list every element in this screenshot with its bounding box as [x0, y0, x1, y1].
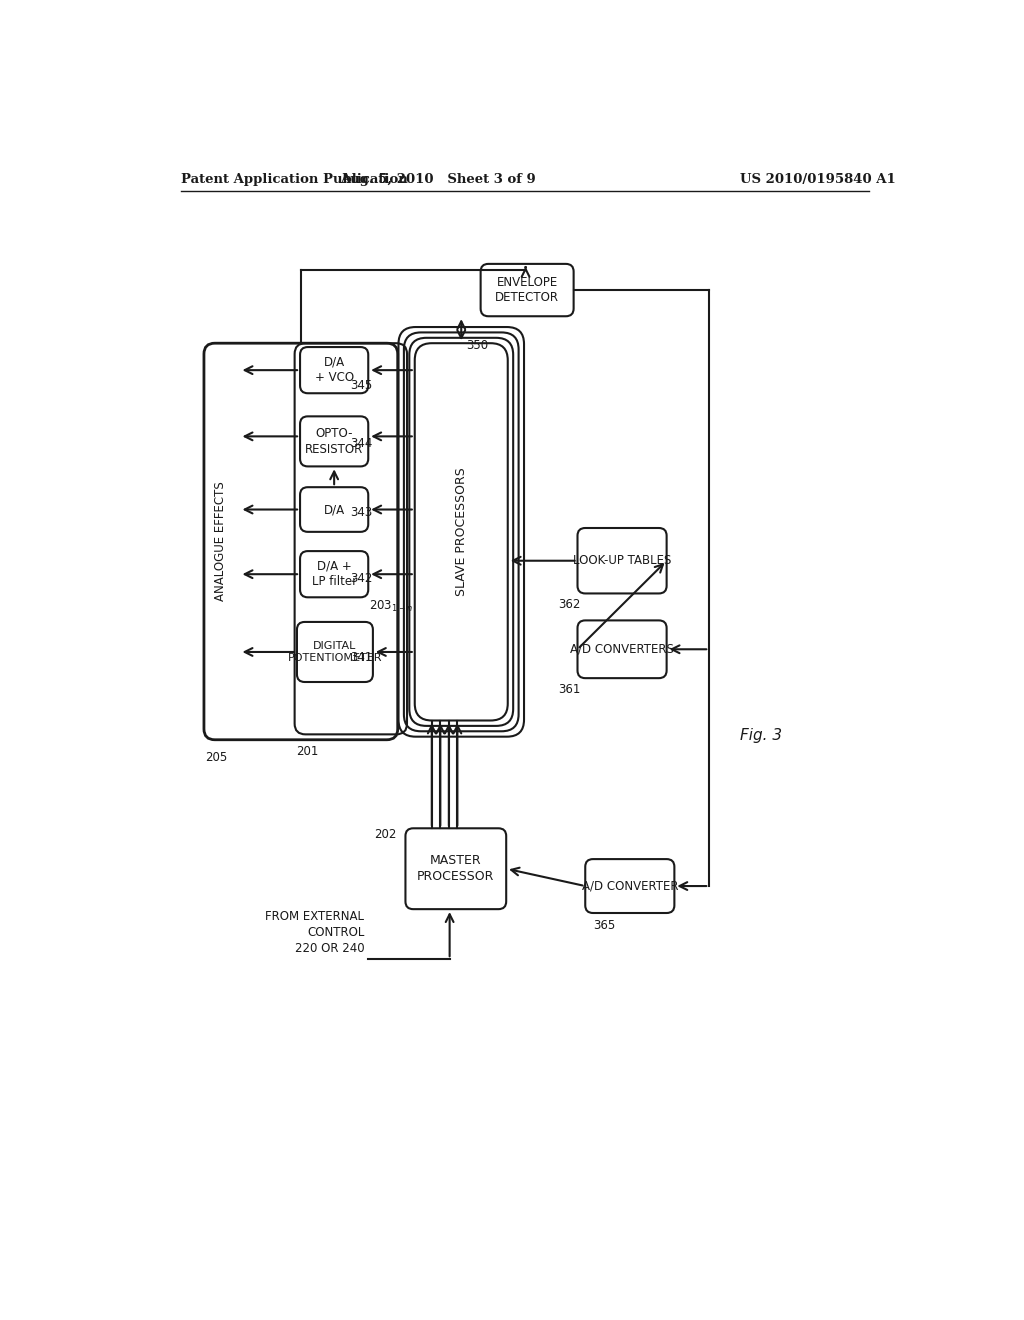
Text: 345: 345: [350, 379, 372, 392]
Text: 205: 205: [206, 751, 227, 763]
Text: FROM EXTERNAL
CONTROL
220 OR 240: FROM EXTERNAL CONTROL 220 OR 240: [265, 911, 365, 956]
FancyBboxPatch shape: [578, 528, 667, 594]
Text: A/D CONVERTER: A/D CONVERTER: [582, 879, 678, 892]
FancyBboxPatch shape: [586, 859, 675, 913]
Text: US 2010/0195840 A1: US 2010/0195840 A1: [740, 173, 896, 186]
FancyBboxPatch shape: [406, 829, 506, 909]
Text: 361: 361: [558, 684, 581, 696]
FancyBboxPatch shape: [297, 622, 373, 682]
FancyBboxPatch shape: [300, 416, 369, 466]
FancyBboxPatch shape: [300, 487, 369, 532]
Text: Fig. 3: Fig. 3: [740, 729, 782, 743]
FancyBboxPatch shape: [300, 552, 369, 598]
Text: D/A
+ VCO: D/A + VCO: [314, 356, 353, 384]
Text: LOOK-UP TABLES: LOOK-UP TABLES: [572, 554, 672, 568]
Text: MASTER
PROCESSOR: MASTER PROCESSOR: [417, 854, 495, 883]
Text: 342: 342: [350, 572, 372, 585]
FancyBboxPatch shape: [480, 264, 573, 317]
Text: 344: 344: [350, 437, 372, 450]
FancyBboxPatch shape: [578, 620, 667, 678]
Text: OPTO-
RESISTOR: OPTO- RESISTOR: [305, 428, 364, 455]
FancyBboxPatch shape: [300, 347, 369, 393]
Text: ANALOGUE EFFECTS: ANALOGUE EFFECTS: [214, 482, 227, 602]
Text: Aug. 5, 2010   Sheet 3 of 9: Aug. 5, 2010 Sheet 3 of 9: [340, 173, 536, 186]
FancyBboxPatch shape: [398, 327, 524, 737]
FancyBboxPatch shape: [403, 333, 518, 731]
Text: 343: 343: [350, 506, 372, 519]
Text: 362: 362: [558, 598, 581, 611]
Text: SLAVE PROCESSORS: SLAVE PROCESSORS: [455, 467, 468, 597]
Text: $203_{1-n}$: $203_{1-n}$: [369, 599, 414, 614]
Text: 350: 350: [466, 339, 488, 351]
FancyBboxPatch shape: [415, 343, 508, 721]
Text: ENVELOPE
DETECTOR: ENVELOPE DETECTOR: [496, 276, 559, 305]
Text: 201: 201: [296, 744, 318, 758]
Text: Patent Application Publication: Patent Application Publication: [180, 173, 408, 186]
Text: 365: 365: [593, 919, 615, 932]
Text: DIGITAL
POTENTIOMETER: DIGITAL POTENTIOMETER: [288, 642, 382, 663]
FancyBboxPatch shape: [410, 338, 513, 726]
Text: 341: 341: [350, 651, 372, 664]
Text: D/A: D/A: [324, 503, 345, 516]
Text: A/D CONVERTERS: A/D CONVERTERS: [570, 643, 674, 656]
Text: D/A +
LP filter: D/A + LP filter: [311, 560, 356, 589]
Text: 202: 202: [374, 829, 396, 841]
